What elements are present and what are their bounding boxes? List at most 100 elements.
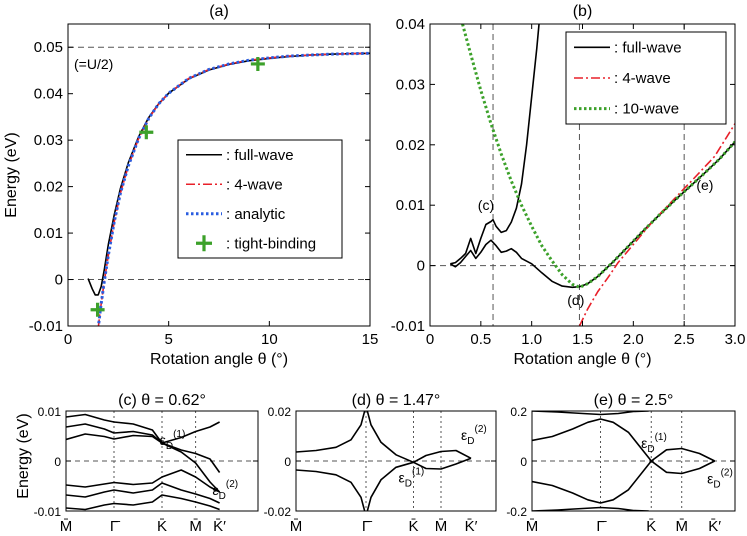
y-tick-label: -0.2 xyxy=(506,505,527,519)
tight-binding-marker xyxy=(250,56,265,71)
y-tick-label: 0.03 xyxy=(396,76,425,93)
annotation-sup: (2) xyxy=(721,468,733,479)
panel-title: (d) θ = 1.47° xyxy=(352,392,441,409)
annotation-main: (e) xyxy=(696,177,713,193)
legend-prefix: : xyxy=(614,39,622,56)
x-tick-label: 0 xyxy=(426,331,434,348)
y-tick-label: 0 xyxy=(54,455,61,469)
series-line-band1 xyxy=(66,413,220,444)
y-tick-label: 0.02 xyxy=(396,137,425,154)
series-line-full-wave xyxy=(450,24,540,265)
kpoint-label: M̄ xyxy=(435,518,448,535)
annotation-main: (c) xyxy=(478,197,494,213)
legend-entry: : full-wave xyxy=(614,39,682,56)
shared-y-axis-label: Energy (eV) xyxy=(15,413,32,498)
legend-prefix: : xyxy=(226,235,234,252)
legend-prefix: : xyxy=(226,176,234,193)
annotation-sup: (1) xyxy=(655,432,667,443)
legend-label: full-wave xyxy=(234,147,293,164)
kpoint-label: Γ̄ xyxy=(110,518,120,535)
axes-frame xyxy=(67,23,371,327)
annotation-main: (d) xyxy=(567,292,584,308)
series-line-analytic xyxy=(96,51,370,326)
annotation-main: ε xyxy=(160,432,166,448)
kpoint-label: M̄ xyxy=(675,518,688,535)
x-tick-label: 10 xyxy=(261,331,278,348)
annotation-sub: D xyxy=(405,478,412,489)
reference-line-label: (=U/2) xyxy=(74,56,113,72)
y-tick-label: 0.04 xyxy=(34,86,63,103)
panel-title: (c) θ = 0.62° xyxy=(118,392,206,409)
series-group xyxy=(66,413,221,511)
panel-e: M̄ Γ̄ K̄ M̄ K̄′-0.200.2(e) θ = 2.5°εD(1)εD(2… xyxy=(506,392,736,535)
annotation-sub: D xyxy=(166,441,173,452)
x-tick-label: 0 xyxy=(64,331,72,348)
x-tick-label: 5 xyxy=(164,331,172,348)
y-tick-label: -0.02 xyxy=(264,505,292,519)
series-group xyxy=(296,411,472,511)
annotation: (c) xyxy=(478,197,494,213)
y-tick-label: 0.02 xyxy=(268,405,292,419)
legend-prefix: : xyxy=(614,70,622,87)
kpoint-label: K̄ xyxy=(157,518,167,535)
tight-binding-marker xyxy=(90,302,105,317)
annotation: εD(1) xyxy=(160,429,186,452)
series-line-4-wave xyxy=(578,123,735,326)
legend-entry: : 4-wave xyxy=(614,70,671,87)
annotation-main: ε xyxy=(707,471,713,487)
legend-prefix: : xyxy=(614,101,622,118)
kpoint-label: M̄ xyxy=(290,518,303,535)
y-tick-label: 0.02 xyxy=(34,179,63,196)
legend-label: analytic xyxy=(234,206,285,223)
y-tick-label: 0.01 xyxy=(38,405,62,419)
annotation: (d) xyxy=(567,292,584,308)
series-line-10-wave xyxy=(461,24,735,289)
y-axis-label: Energy (eV) xyxy=(3,132,20,217)
kpoint-label: K̄′ xyxy=(213,518,226,535)
legend-marker xyxy=(196,235,212,252)
series-line-band1 xyxy=(532,418,716,475)
x-tick-label: 3.0 xyxy=(725,331,746,348)
annotation-main: ε xyxy=(399,469,405,485)
series-line-band2 xyxy=(66,423,221,473)
legend-label: tight-binding xyxy=(234,235,316,252)
y-tick-label: 0.04 xyxy=(396,16,425,33)
legend-label: full-wave xyxy=(622,39,681,56)
legend-label: 10-wave xyxy=(622,101,679,118)
x-tick-label: 15 xyxy=(362,331,379,348)
x-tick-label: 1.5 xyxy=(572,331,593,348)
legend-entry: : 4-wave xyxy=(226,176,283,193)
kpoint-label: Γ̄ xyxy=(596,518,606,535)
series-line-band4 xyxy=(532,506,649,511)
annotation: εD(2) xyxy=(212,479,238,502)
legend-prefix: : xyxy=(226,206,234,223)
series-line-band3 xyxy=(66,433,221,493)
legend-label: 4-wave xyxy=(234,176,282,193)
y-tick-label: 0 xyxy=(520,455,527,469)
annotation-sub: D xyxy=(467,436,474,447)
y-tick-label: 0 xyxy=(55,272,63,289)
x-axis-label: Rotation angle θ (°) xyxy=(150,351,288,368)
annotation-main: ε xyxy=(641,435,647,451)
annotation-sub: D xyxy=(713,480,720,491)
series-line-band3 xyxy=(532,411,649,416)
x-axis-label: Rotation angle θ (°) xyxy=(513,351,651,368)
y-tick-label: -0.01 xyxy=(34,505,62,519)
annotation-main: ε xyxy=(461,427,467,443)
panel-title: (a) xyxy=(209,3,229,20)
panel-title: (b) xyxy=(573,3,593,20)
series-group xyxy=(449,24,735,326)
series-line-band6 xyxy=(66,494,220,511)
kpoint-label: M̄ xyxy=(526,518,539,535)
y-tick-label: 0 xyxy=(284,455,291,469)
y-tick-label: 0.03 xyxy=(34,132,63,149)
series-line-band5 xyxy=(66,482,220,504)
annotation-sup: (1) xyxy=(412,466,424,477)
y-tick-label: 0.01 xyxy=(396,197,425,214)
tight-binding-marker xyxy=(139,125,154,140)
annotation: εD(1) xyxy=(399,466,425,489)
